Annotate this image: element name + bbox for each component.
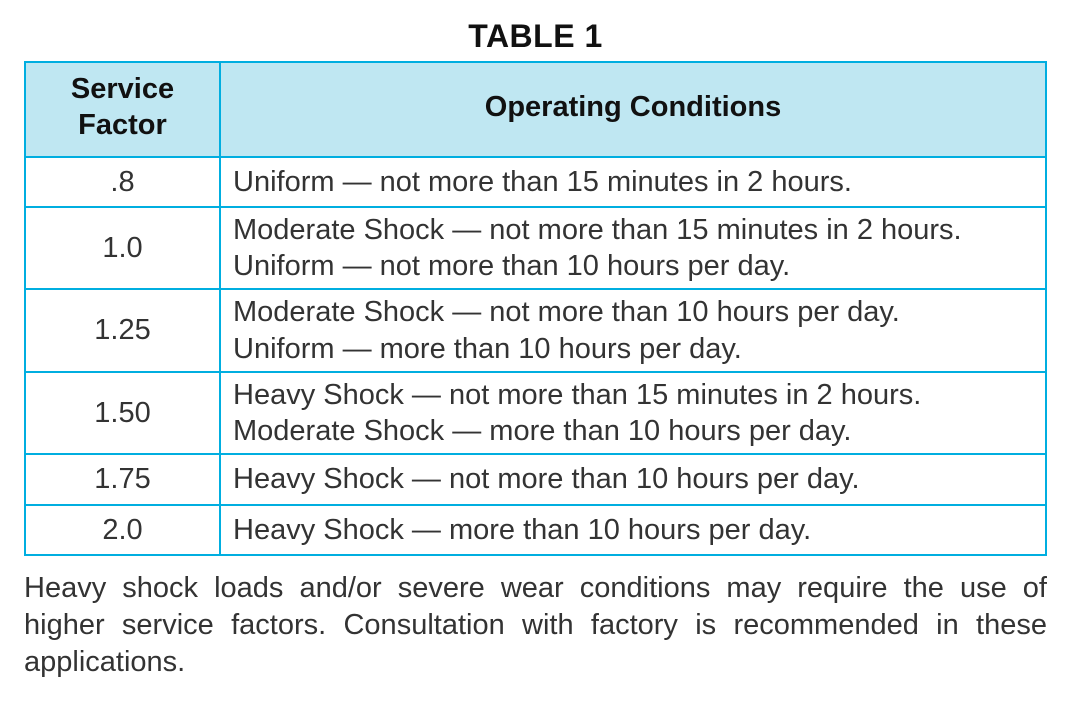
condition-line: Moderate Shock — not more than 15 minute… (233, 212, 1037, 248)
table-row: 1.75 Heavy Shock — not more than 10 hour… (25, 454, 1046, 504)
condition-line: Heavy Shock — more than 10 hours per day… (233, 512, 1037, 548)
cell-conditions: Uniform — not more than 15 minutes in 2 … (220, 157, 1046, 207)
condition-line: Uniform — more than 10 hours per day. (233, 331, 1037, 367)
table-row: .8 Uniform — not more than 15 minutes in… (25, 157, 1046, 207)
condition-line: Uniform — not more than 10 hours per day… (233, 248, 1037, 284)
table-title: TABLE 1 (24, 18, 1047, 55)
cell-conditions: Heavy Shock — not more than 15 minutes i… (220, 372, 1046, 455)
condition-line: Heavy Shock — not more than 10 hours per… (233, 461, 1037, 497)
cell-factor: 1.75 (25, 454, 220, 504)
table-row: 1.50 Heavy Shock — not more than 15 minu… (25, 372, 1046, 455)
col-header-operating-conditions: Operating Conditions (220, 62, 1046, 157)
table-row: 1.0 Moderate Shock — not more than 15 mi… (25, 207, 1046, 290)
cell-conditions: Heavy Shock — not more than 10 hours per… (220, 454, 1046, 504)
cell-factor: 1.0 (25, 207, 220, 290)
col-header-service-factor: Service Factor (25, 62, 220, 157)
cell-conditions: Heavy Shock — more than 10 hours per day… (220, 505, 1046, 555)
table-row: 1.25 Moderate Shock — not more than 10 h… (25, 289, 1046, 372)
table-header-row: Service Factor Operating Conditions (25, 62, 1046, 157)
cell-factor: 1.50 (25, 372, 220, 455)
service-factor-table: Service Factor Operating Conditions .8 U… (24, 61, 1047, 556)
cell-factor: 2.0 (25, 505, 220, 555)
cell-factor: 1.25 (25, 289, 220, 372)
cell-conditions: Moderate Shock — not more than 10 hours … (220, 289, 1046, 372)
table-row: 2.0 Heavy Shock — more than 10 hours per… (25, 505, 1046, 555)
cell-conditions: Moderate Shock — not more than 15 minute… (220, 207, 1046, 290)
page: TABLE 1 Service Factor Operating Conditi… (0, 0, 1075, 705)
condition-line: Heavy Shock — not more than 15 minutes i… (233, 377, 1037, 413)
footnote: Heavy shock loads and/or severe wear con… (24, 570, 1047, 681)
condition-line: Uniform — not more than 15 minutes in 2 … (233, 164, 1037, 200)
cell-factor: .8 (25, 157, 220, 207)
condition-line: Moderate Shock — not more than 10 hours … (233, 294, 1037, 330)
condition-line: Moderate Shock — more than 10 hours per … (233, 413, 1037, 449)
